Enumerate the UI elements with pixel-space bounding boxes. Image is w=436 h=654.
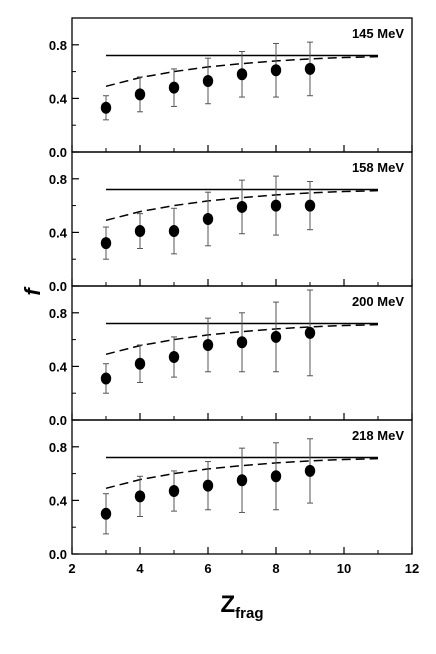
panel-1-data-point — [168, 81, 180, 94]
panel-4-label: 218 MeV — [352, 428, 404, 443]
panel-4-data-point — [202, 479, 214, 492]
panel-4-data-point — [168, 485, 180, 498]
x-tick-label: 12 — [405, 561, 419, 576]
panel-2-data-point — [304, 199, 316, 212]
panel-1-data-point — [134, 88, 146, 101]
panel-3-data-point — [168, 351, 180, 364]
panel-4-y-tick-label: 0.4 — [49, 493, 68, 508]
x-axis-title-main: Z — [220, 591, 235, 618]
panel-4-data-point — [100, 507, 112, 520]
panel-4-y-tick-label: 0.0 — [49, 547, 67, 562]
panel-2-data-point — [202, 213, 214, 225]
x-axis-title: Zfrag — [220, 591, 263, 622]
panel-2-data-point — [270, 199, 282, 212]
panel-1-label: 145 MeV — [352, 26, 404, 41]
panel-4-y-tick-label: 0.8 — [49, 440, 67, 455]
panel-2-data-point — [236, 200, 248, 213]
panel-1-y-tick-label: 0.8 — [49, 38, 67, 53]
panel-2-dashed-curve — [105, 189, 379, 222]
panel-2-data-point — [100, 237, 112, 250]
panel-3-y-tick-label: 0.0 — [49, 413, 67, 428]
panel-1-data-point — [100, 101, 112, 114]
panel-1-y-tick-label: 0.0 — [49, 145, 67, 160]
panel-2-data-point — [168, 225, 180, 238]
panel-1-data-point — [236, 68, 248, 81]
panel-2-label: 158 MeV — [352, 160, 404, 175]
panel-3-label: 200 MeV — [352, 294, 404, 309]
panel-1-data-point — [304, 62, 316, 75]
panel-4-data-point — [304, 464, 316, 477]
panel-2-data-point — [134, 225, 146, 238]
panel-3-data-point — [270, 330, 282, 343]
panel-4-data-point — [236, 474, 248, 487]
panel-3-data-point — [202, 338, 214, 351]
panel-3-data-point — [304, 326, 316, 339]
panel-2-y-tick-label: 0.8 — [49, 172, 67, 187]
panel-3-dashed-curve — [105, 323, 379, 356]
panel-1-dashed-curve — [105, 55, 379, 88]
panel-1-data-point — [270, 64, 282, 77]
panel-2-y-tick-label: 0.0 — [49, 279, 67, 294]
x-tick-label: 10 — [337, 561, 351, 576]
panel-4-data-point — [270, 470, 282, 483]
panel-4-data-point — [134, 490, 146, 503]
panel-2-y-tick-label: 0.4 — [49, 225, 68, 240]
panel-3-y-tick-label: 0.4 — [49, 359, 68, 374]
panel-4-dashed-curve — [105, 457, 379, 490]
panel-3-data-point — [100, 372, 112, 385]
panel-1-y-tick-label: 0.4 — [49, 91, 68, 106]
panel-1-data-point — [202, 74, 214, 87]
panel-3-data-point — [134, 357, 146, 370]
x-tick-label: 8 — [272, 561, 279, 576]
y-axis-title: f — [20, 286, 45, 296]
x-tick-label: 4 — [136, 561, 144, 576]
panel-3-data-point — [236, 336, 248, 349]
x-tick-label: 6 — [204, 561, 211, 576]
x-tick-label: 2 — [68, 561, 75, 576]
x-axis-title-subscript: frag — [235, 605, 263, 622]
panel-3-y-tick-label: 0.8 — [49, 306, 67, 321]
